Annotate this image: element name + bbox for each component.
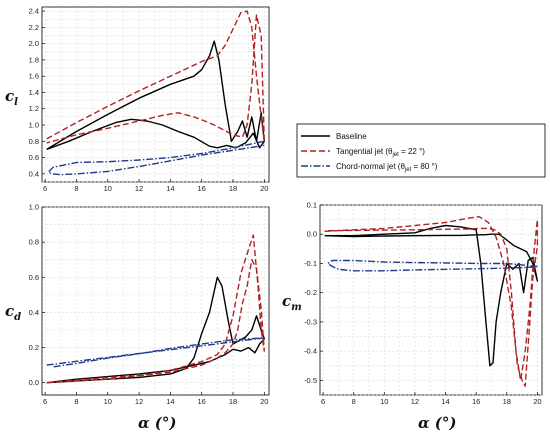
cd-grid <box>42 206 269 395</box>
y-tick-label: 0.0 <box>29 378 39 387</box>
legend-label-tangential: Tangential jet (θjet = 22 °) <box>336 147 425 158</box>
x-axis-label-left: α (°) <box>138 414 176 432</box>
legend-box <box>296 123 546 178</box>
x-tick-label: 18 <box>229 397 237 406</box>
x-tick-label: 6 <box>43 397 47 406</box>
x-tick-label: 18 <box>503 397 511 406</box>
series-line-baseline <box>324 224 539 367</box>
y-tick-label: 1.0 <box>29 121 39 130</box>
x-tick-label: 12 <box>135 397 143 406</box>
y-tick-label: 1.6 <box>29 72 39 81</box>
cd-panel: 6 8 10 12 14 16 18 20 0.0 0.2 0.4 0.6 0.8 1.0 cd α (°… <box>5 203 270 432</box>
series-line-chord-normal-jet <box>327 259 538 272</box>
x-tick-label: 16 <box>198 397 206 406</box>
y-tick-label: -0.5 <box>304 376 317 385</box>
cm-series <box>324 215 539 387</box>
x-tick-label: 8 <box>352 397 356 406</box>
cd-axis-label: cd <box>5 302 21 323</box>
cl-plot-frame <box>41 6 270 183</box>
y-tick-label: 1.4 <box>29 88 39 97</box>
series-line-tangential-jet <box>46 10 265 144</box>
cm-grid <box>320 204 542 396</box>
x-tick-label: 14 <box>166 397 174 406</box>
legend-label-chord-normal: Chord-normal jet (θjet = 80 °) <box>336 162 438 173</box>
cd-ticks: 6 8 10 12 14 16 18 20 0.0 0.2 0.4 0.6 0.8 1.0 <box>29 203 269 407</box>
y-tick-label: 0.6 <box>29 273 39 282</box>
x-axis-label-right: α (°) <box>418 414 456 432</box>
y-tick-label: -0.4 <box>304 347 317 356</box>
y-tick-label: 0.6 <box>29 153 39 162</box>
y-tick-label: 1.0 <box>29 203 39 212</box>
x-tick-label: 8 <box>74 397 78 406</box>
x-tick-label: 20 <box>260 397 268 406</box>
cl-ticks: 6 8 10 12 14 16 18 20 0.4 0.6 0.8 1.0 1.2 1.4 1.6 1.8 2.… <box>29 7 269 193</box>
cl-panel: 6 8 10 12 14 16 18 20 0.4 0.6 0.8 1.0 1.2 1.4 1.6 1.8 2.… <box>5 6 270 193</box>
cm-plot-frame <box>319 204 543 396</box>
series-line-tangential-jet <box>46 234 265 384</box>
x-tick-label: 14 <box>166 184 174 193</box>
y-tick-label: -0.3 <box>304 317 317 326</box>
y-tick-label: 2.0 <box>29 39 39 48</box>
y-tick-label: 0.4 <box>29 169 39 178</box>
y-tick-label: 0.0 <box>307 230 317 239</box>
y-tick-label: 0.1 <box>307 201 317 210</box>
cm-panel: 6 8 10 12 14 16 18 20 0.1 0.0 -0.1 -0.2 -0.3 -0.4 -0.5… <box>282 201 543 432</box>
x-tick-label: 12 <box>411 397 419 406</box>
series-line-chord-normal-jet <box>47 140 265 176</box>
x-tick-label: 16 <box>198 184 206 193</box>
cd-series <box>46 234 265 384</box>
x-tick-label: 16 <box>472 397 480 406</box>
series-line-baseline <box>46 276 265 384</box>
x-tick-label: 10 <box>104 397 112 406</box>
y-tick-label: 2.4 <box>29 7 39 16</box>
y-tick-label: 0.8 <box>29 137 39 146</box>
x-tick-label: 10 <box>380 397 388 406</box>
y-tick-label: -0.1 <box>304 259 317 268</box>
x-tick-label: 14 <box>441 397 449 406</box>
y-tick-label: 2.2 <box>29 23 39 32</box>
legend-label-baseline: Baseline <box>336 132 367 141</box>
x-tick-label: 20 <box>533 397 541 406</box>
x-tick-label: 6 <box>321 397 325 406</box>
x-tick-label: 6 <box>43 184 47 193</box>
x-tick-label: 20 <box>260 184 268 193</box>
y-tick-label: -0.2 <box>304 288 317 297</box>
series-line-tangential-jet <box>324 215 539 387</box>
legend: Baseline Tangential jet (θjet = 22 °) Ch… <box>296 123 546 178</box>
y-tick-label: 1.8 <box>29 55 39 64</box>
y-tick-label: 1.2 <box>29 104 39 113</box>
cl-axis-label: cl <box>5 87 18 108</box>
cm-axis-label: cm <box>282 292 302 313</box>
y-tick-label: 0.2 <box>29 343 39 352</box>
y-tick-label: 0.4 <box>29 308 39 317</box>
cm-ticks: 6 8 10 12 14 16 18 20 0.1 0.0 -0.1 -0.2 -0.3 -0.4 -0.5 <box>304 201 542 407</box>
cd-plot-frame <box>41 206 270 396</box>
x-tick-label: 18 <box>229 184 237 193</box>
x-tick-label: 8 <box>74 184 78 193</box>
series-line-chord-normal-jet <box>46 337 265 368</box>
cl-series <box>46 10 265 176</box>
series-line-baseline <box>46 40 265 151</box>
x-tick-label: 12 <box>135 184 143 193</box>
x-tick-label: 10 <box>104 184 112 193</box>
y-tick-label: 0.8 <box>29 238 39 247</box>
